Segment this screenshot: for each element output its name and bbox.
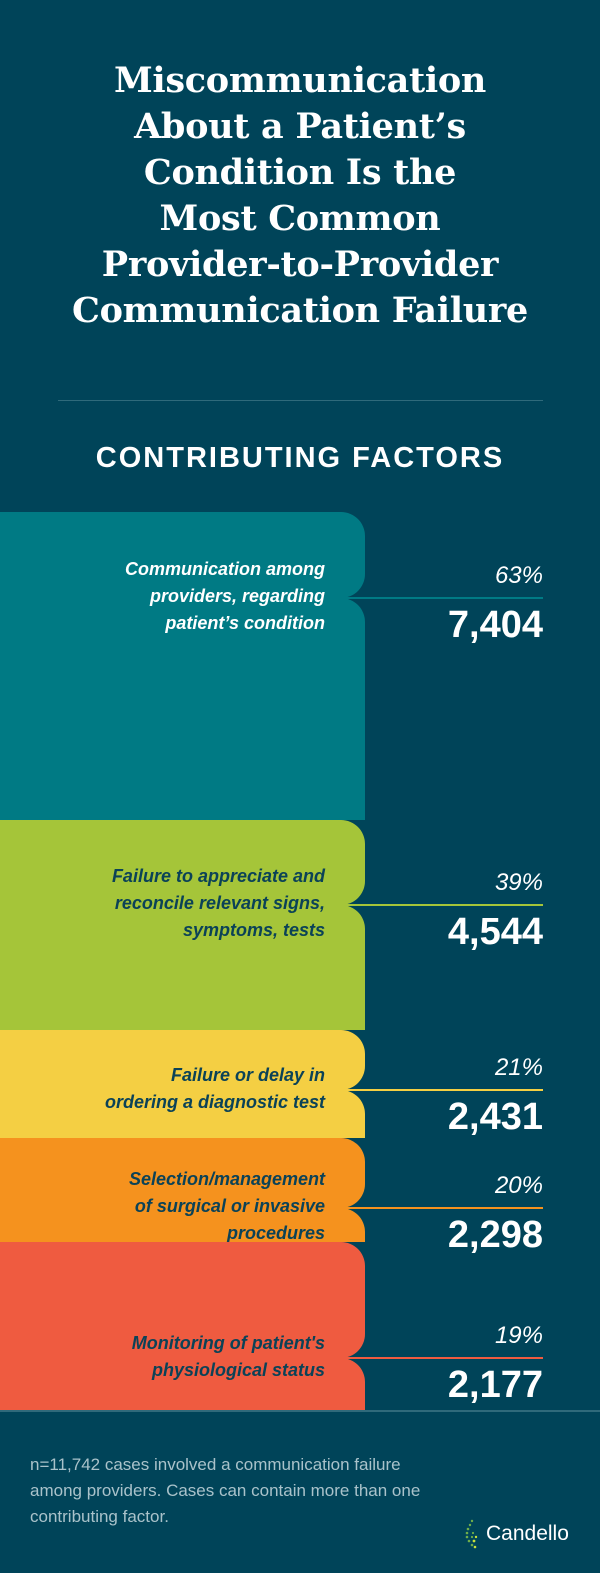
factor-label-line: procedures bbox=[226, 1223, 325, 1243]
title-line: Most Common bbox=[159, 198, 441, 239]
candello-logo: Candello bbox=[462, 1518, 569, 1550]
factor-count: 2,177 bbox=[447, 1364, 543, 1406]
factor-leader-line bbox=[340, 904, 543, 906]
footnote: n=11,742 cases involved a communication … bbox=[30, 1455, 421, 1526]
title-line: Miscommunication bbox=[113, 60, 487, 101]
factor-percent: 19% bbox=[494, 1322, 543, 1349]
factor-percent: 21% bbox=[494, 1054, 543, 1081]
factor-percent: 20% bbox=[494, 1172, 543, 1199]
factor-bar bbox=[0, 1030, 365, 1090]
divider bbox=[58, 400, 543, 401]
title-line: Communication Failure bbox=[72, 290, 528, 331]
factor-label-line: Failure to appreciate and bbox=[111, 866, 325, 886]
factor-bar bbox=[0, 1138, 365, 1208]
factor-leader-line bbox=[340, 1357, 543, 1359]
factor-label-line: physiological status bbox=[151, 1360, 325, 1380]
factor-label-line: ordering a diagnostic test bbox=[104, 1092, 325, 1112]
title-line: About a Patient’s bbox=[134, 106, 466, 147]
factor-label-line: Communication among bbox=[124, 559, 325, 579]
factor-label: Failure or delay in ordering a diagnostic… bbox=[25, 1062, 325, 1116]
factor-label-line: patient’s condition bbox=[165, 613, 325, 633]
factor-label-line: reconcile relevant signs, bbox=[114, 893, 325, 913]
factor-label: Communication among providers, regarding p… bbox=[25, 556, 325, 637]
factor-label-line: Monitoring of patient's bbox=[131, 1333, 325, 1353]
factor-label-line: Selection/management bbox=[128, 1169, 325, 1189]
factor-label: Monitoring of patient's physiological sta… bbox=[25, 1330, 325, 1384]
factor-bar bbox=[0, 512, 365, 598]
factor-label-line: Failure or delay in bbox=[170, 1065, 325, 1085]
factor-label-line: of surgical or invasive bbox=[134, 1196, 325, 1216]
factor-bar bbox=[0, 820, 365, 905]
factor-count: 4,544 bbox=[447, 911, 543, 953]
factor-bar bbox=[0, 1242, 365, 1358]
factor-label: Selection/management of surgical or invas… bbox=[25, 1166, 325, 1247]
factor-count: 7,404 bbox=[447, 604, 543, 646]
divider bbox=[0, 1410, 600, 1412]
factor-percent: 63% bbox=[494, 562, 543, 589]
factor-count: 2,298 bbox=[447, 1214, 543, 1256]
factor-bar bbox=[0, 598, 365, 820]
factor-bar bbox=[0, 905, 365, 1030]
factor-leader-line bbox=[340, 1207, 543, 1209]
title-line: Condition Is the bbox=[143, 152, 457, 193]
section-subtitle: CONTRIBUTING FACTORS bbox=[95, 442, 505, 474]
factor-percent: 39% bbox=[494, 869, 543, 896]
title-line: Provider-to-Provider bbox=[101, 244, 499, 285]
factor-label-line: providers, regarding bbox=[149, 586, 325, 606]
factor-bar bbox=[0, 1090, 365, 1138]
factor-bar bbox=[0, 1358, 365, 1410]
factor-count: 2,431 bbox=[447, 1096, 543, 1138]
factor-leader-line bbox=[340, 1089, 543, 1091]
page-title: Miscommunication About a Patient’s Condi… bbox=[0, 58, 600, 334]
factor-label: Failure to appreciate and reconcile relev… bbox=[25, 863, 325, 944]
logo-text: Candello bbox=[486, 1522, 569, 1545]
factor-bar bbox=[0, 1208, 365, 1242]
logo-flame-icon bbox=[465, 1519, 478, 1549]
factor-leader-line bbox=[340, 597, 543, 599]
factor-label-line: symptoms, tests bbox=[182, 920, 325, 940]
